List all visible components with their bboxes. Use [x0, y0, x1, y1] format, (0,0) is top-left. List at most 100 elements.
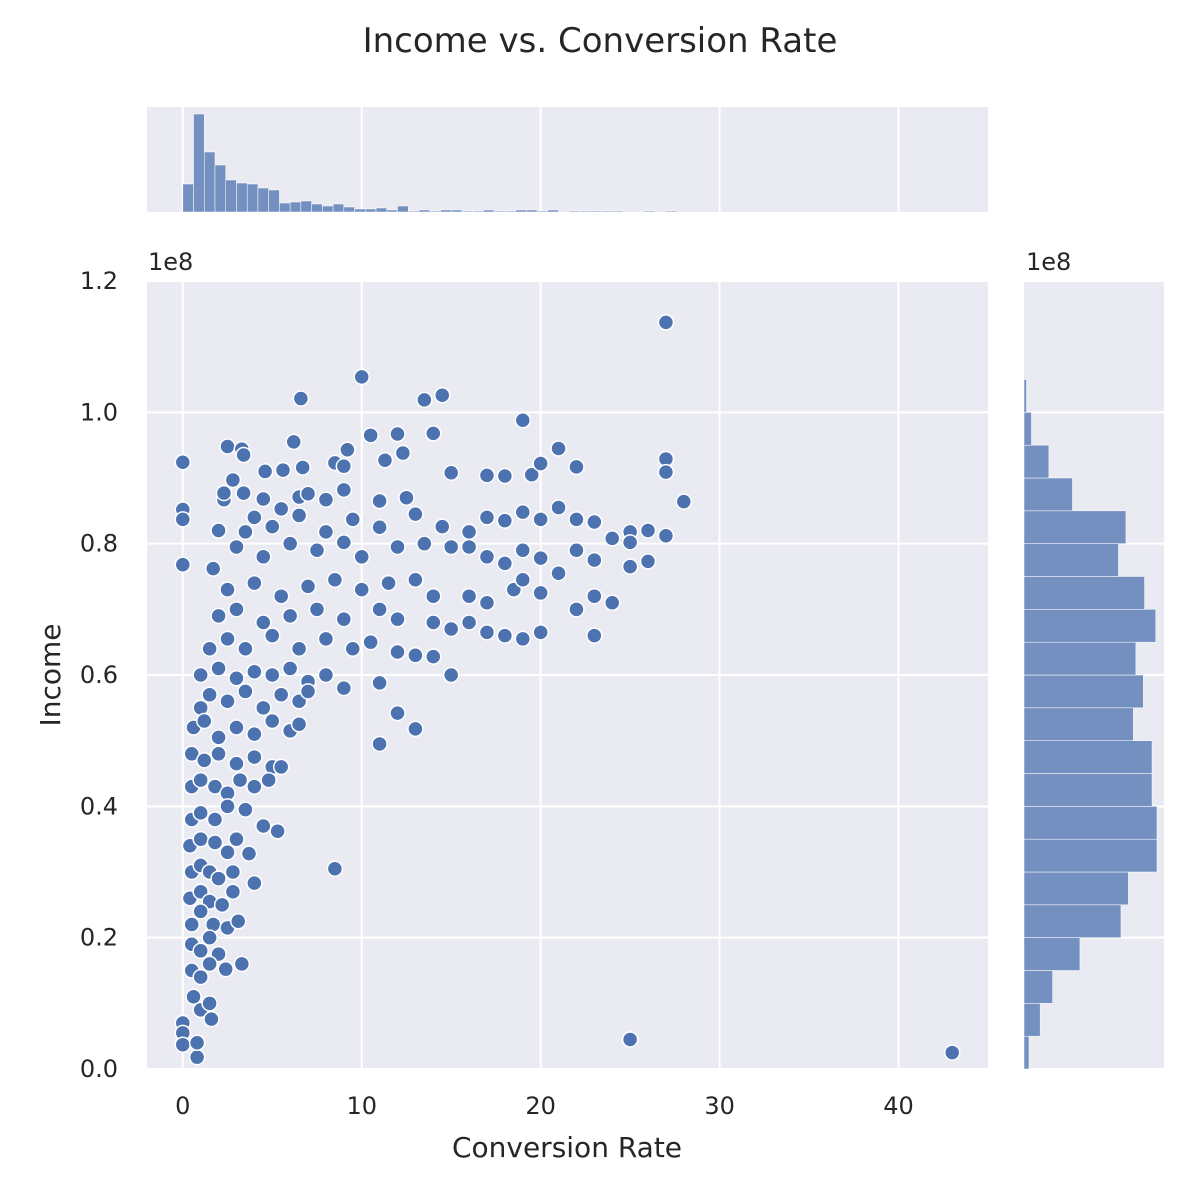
data-point: [675, 493, 693, 510]
data-point: [433, 387, 451, 404]
right-histogram-bar: [1023, 904, 1122, 938]
data-point: [514, 630, 532, 648]
top-histogram-bar: [536, 210, 549, 213]
top-histogram-bar: [493, 210, 506, 213]
data-point: [246, 874, 263, 892]
top-histogram-bar: [611, 210, 624, 213]
x-tick-label: 20: [525, 1092, 556, 1120]
data-point: [206, 834, 224, 851]
data-point: [532, 624, 549, 641]
data-point: [496, 467, 514, 485]
data-point: [335, 481, 353, 499]
y-tick-label: 0.0: [80, 1055, 118, 1083]
data-point: [550, 499, 567, 516]
data-point: [219, 581, 236, 598]
data-point: [228, 830, 245, 848]
data-point: [185, 988, 202, 1006]
data-point: [433, 518, 451, 535]
data-point: [260, 771, 277, 789]
y-offset-label: 1e8: [148, 248, 193, 276]
top-histogram-bar: [569, 210, 581, 213]
data-point: [188, 1034, 206, 1051]
top-histogram-bar: [332, 203, 345, 213]
data-point: [174, 511, 192, 528]
data-point: [478, 548, 496, 566]
top-histogram-bar: [365, 208, 377, 213]
data-point: [407, 720, 424, 738]
data-point: [425, 425, 442, 442]
data-point: [568, 601, 585, 618]
right-histogram-bar: [1023, 773, 1153, 807]
data-point: [246, 725, 263, 743]
data-point: [460, 523, 478, 541]
right-histogram-bar: [1023, 806, 1158, 840]
y-axis-label: Income: [34, 623, 67, 726]
right-histogram-bar: [1023, 641, 1137, 676]
data-point: [246, 509, 263, 526]
data-point: [657, 463, 675, 481]
data-point: [228, 755, 245, 772]
data-point: [621, 1031, 639, 1048]
top-histogram-bar: [257, 187, 269, 213]
data-point: [264, 518, 281, 535]
right-histogram-bar: [1023, 937, 1081, 971]
data-point: [416, 535, 433, 552]
data-point: [326, 860, 344, 877]
data-point: [272, 758, 290, 776]
data-point: [299, 683, 317, 700]
data-point: [371, 674, 388, 692]
top-histogram-bar: [515, 209, 527, 213]
data-point: [188, 1048, 206, 1066]
right-histogram-bar: [1023, 379, 1027, 413]
right-histogram-bar: [1023, 444, 1050, 479]
right-histogram-bar: [1023, 477, 1073, 512]
data-point: [657, 314, 675, 331]
data-point: [233, 955, 251, 973]
data-point: [407, 505, 424, 523]
top-histogram-bar: [268, 189, 280, 213]
data-point: [353, 581, 370, 598]
right-histogram-bar: [1023, 1035, 1030, 1070]
top-histogram-bar: [665, 210, 677, 213]
data-point: [586, 513, 603, 531]
data-point: [550, 440, 567, 457]
right-histogram-bar: [1023, 510, 1127, 544]
data-point: [478, 467, 496, 484]
top-histogram-bar: [504, 210, 516, 213]
data-point: [192, 666, 209, 684]
data-point: [183, 916, 200, 933]
data-point: [335, 679, 353, 697]
top-histogram-bar: [311, 203, 323, 213]
data-point: [213, 896, 231, 914]
data-point: [362, 427, 379, 444]
data-point: [224, 883, 242, 900]
data-point: [210, 522, 227, 539]
data-point: [460, 614, 478, 631]
data-point: [407, 571, 424, 589]
right-histogram-bar: [1023, 970, 1053, 1004]
data-point: [496, 627, 514, 644]
data-point: [228, 670, 245, 687]
data-point: [219, 798, 236, 815]
data-point: [292, 390, 310, 407]
data-point: [603, 594, 621, 612]
data-point: [235, 446, 252, 464]
data-point: [228, 601, 245, 618]
data-point: [246, 574, 263, 592]
right-histogram-bar: [1023, 543, 1119, 577]
data-point: [586, 551, 603, 569]
data-point: [308, 601, 326, 618]
data-point: [217, 960, 234, 978]
data-point: [550, 564, 567, 582]
x-axis-label: Conversion Rate: [452, 1131, 682, 1164]
data-point: [272, 500, 290, 518]
data-point: [326, 571, 344, 589]
data-point: [174, 453, 192, 471]
data-point: [281, 660, 299, 677]
data-point: [442, 464, 460, 481]
data-point: [206, 778, 224, 795]
data-point: [228, 538, 245, 556]
top-histogram-bar: [225, 179, 237, 213]
y-tick-label: 0.4: [80, 792, 118, 820]
data-point: [196, 712, 213, 730]
